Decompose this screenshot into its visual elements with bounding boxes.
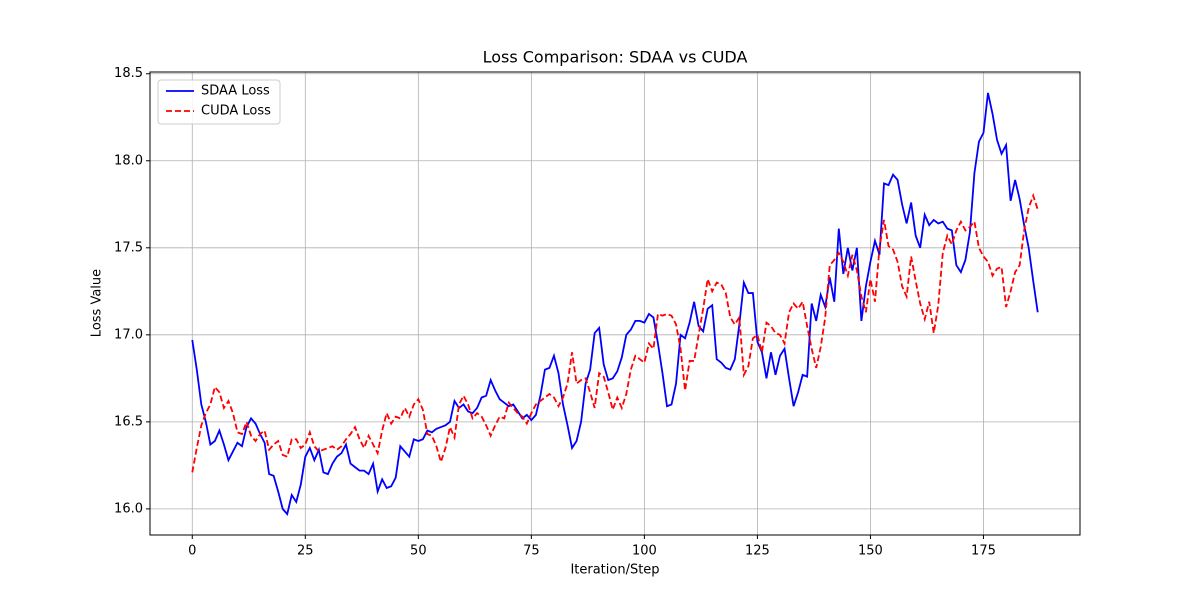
x-axis-label: Iteration/Step bbox=[570, 563, 659, 578]
series-line bbox=[191, 92, 1039, 517]
legend-label: SDAA Loss bbox=[201, 84, 270, 99]
chart-title: Loss Comparison: SDAA vs CUDA bbox=[483, 48, 748, 67]
legend: SDAA Loss CUDA Loss bbox=[157, 79, 281, 125]
y-tick-label: 18.0 bbox=[114, 153, 143, 168]
x-tick-label: 100 bbox=[632, 544, 657, 559]
x-tick-label: 150 bbox=[858, 544, 883, 559]
y-tick-label: 17.5 bbox=[114, 240, 143, 255]
x-tick-label: 125 bbox=[745, 544, 770, 559]
plot-frame bbox=[149, 71, 1081, 536]
x-tick-label: 0 bbox=[188, 544, 196, 559]
x-tick-label: 50 bbox=[410, 544, 427, 559]
x-tick-label: 175 bbox=[971, 544, 996, 559]
y-tick-label: 16.5 bbox=[114, 414, 143, 429]
legend-label: CUDA Loss bbox=[201, 104, 271, 119]
y-tick-label: 18.5 bbox=[114, 66, 143, 81]
y-axis-label: Loss Value bbox=[90, 269, 105, 337]
y-tick-label: 17.0 bbox=[114, 327, 143, 342]
series-line bbox=[191, 192, 1039, 473]
x-tick-label: 25 bbox=[297, 544, 314, 559]
x-tick-label: 75 bbox=[523, 544, 540, 559]
y-tick-label: 16.0 bbox=[114, 501, 143, 516]
